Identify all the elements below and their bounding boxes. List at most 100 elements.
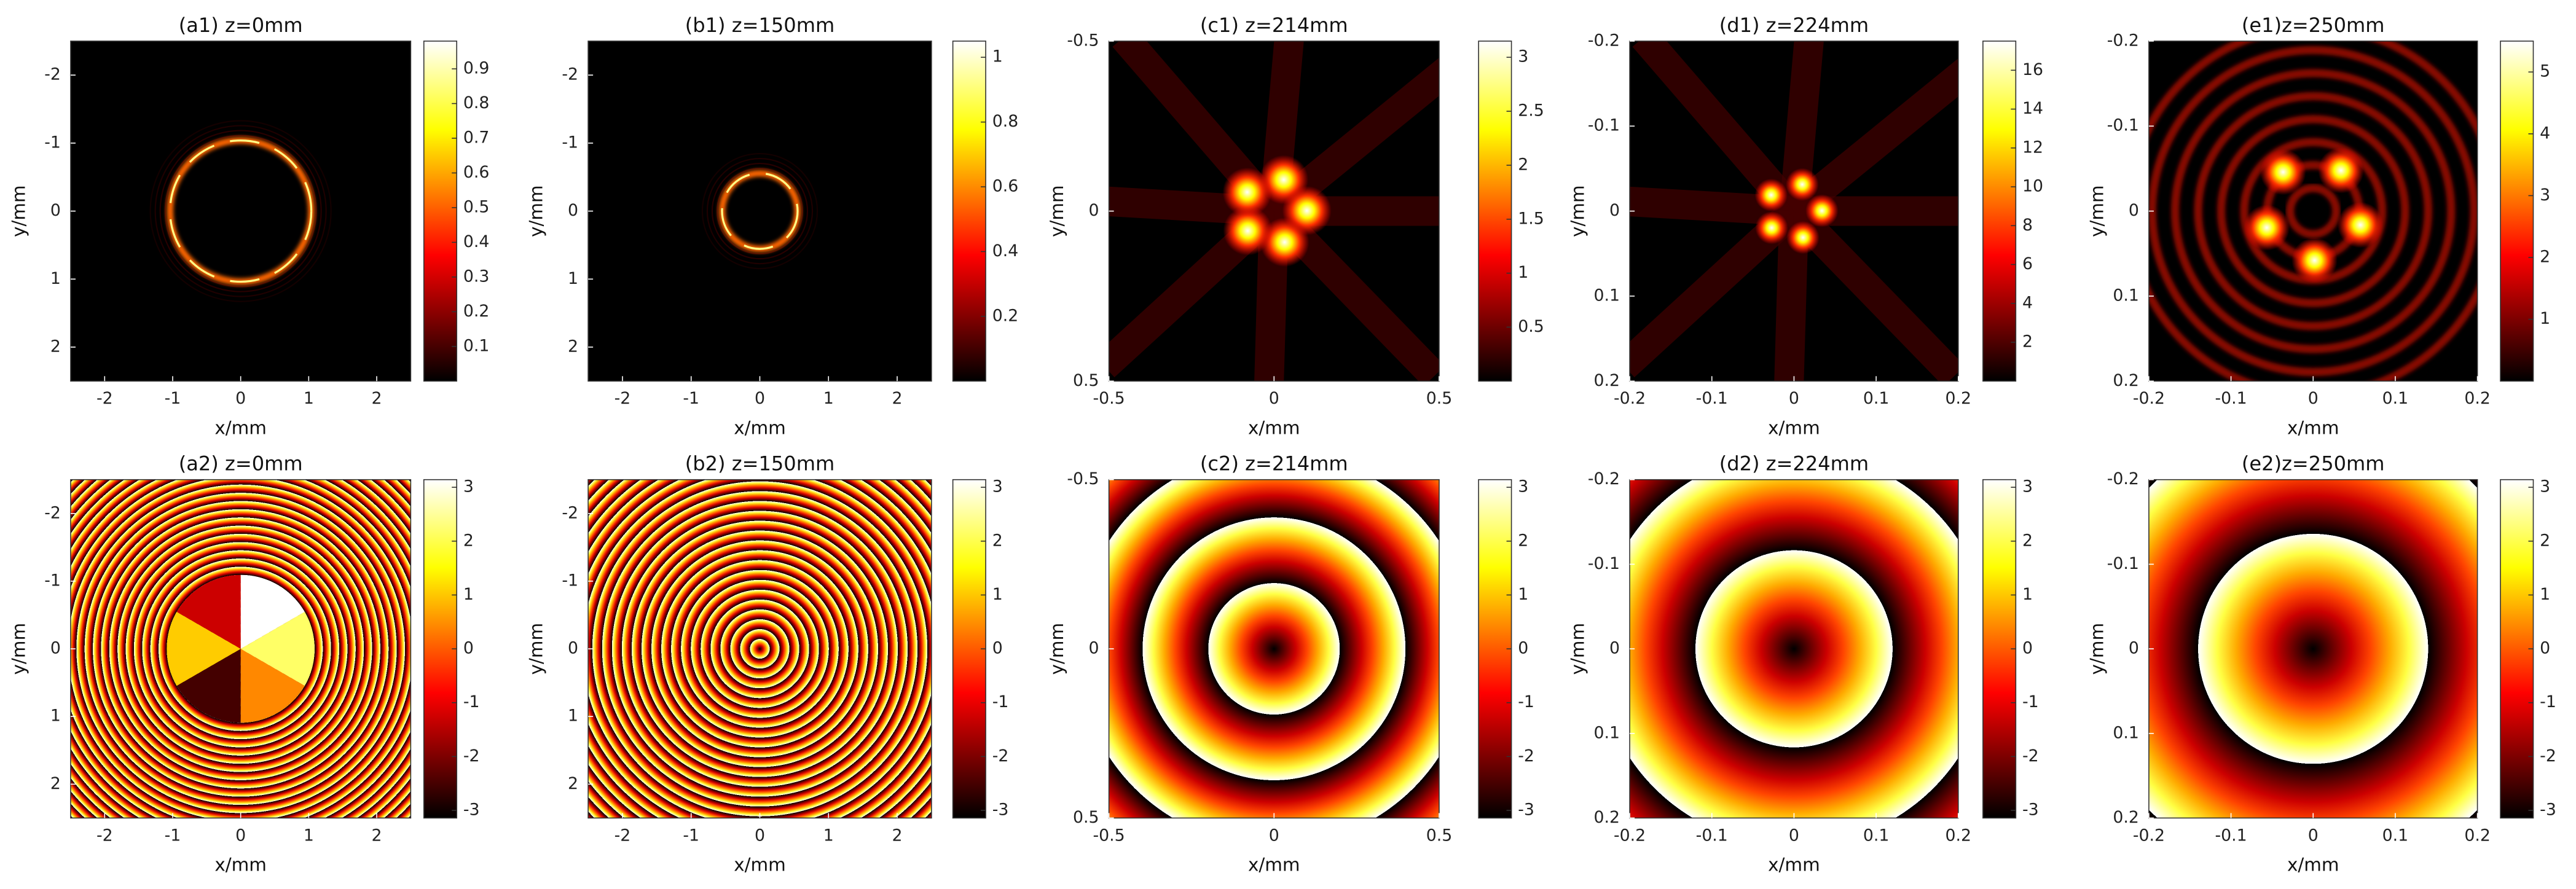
colorbar (1478, 41, 1512, 382)
phase-wedge (240, 611, 315, 686)
x-tick-label: 1 (823, 826, 834, 845)
x-tick-label: -2 (615, 826, 631, 845)
colorbar-tick-label: 2 (2540, 531, 2550, 550)
panel: -0.2 -0.1 0 0.1 0.2-0.2-0.100.10.2(e1)z=250m… (2087, 14, 2551, 439)
panel: -2 -1 0 1 2 -2 -1 0 1 2 (a2) z=0mm x/mm y/mm -3 -2 -1 0 1… (9, 452, 480, 875)
colorbar-tick-label: -1 (2540, 692, 2556, 711)
x-axis-label: x/mm (1768, 854, 1820, 875)
colorbar-tick-label: 1 (2540, 309, 2550, 328)
y-axis-label: y/mm (1568, 623, 1588, 675)
x-tick-label: 0.1 (1863, 389, 1890, 408)
x-tick-label: 0.1 (2382, 389, 2409, 408)
y-tick-label: -0.1 (2107, 554, 2139, 573)
x-axis-label: x/mm (1248, 854, 1300, 875)
x-tick-label: 2 (892, 389, 902, 408)
y-tick-label: 0.2 (2113, 808, 2139, 827)
x-axis-label: x/mm (734, 417, 786, 438)
phase-field (588, 479, 932, 818)
colorbar-tick-label: 1 (992, 585, 1003, 604)
colorbar-tick-label: 2.5 (1518, 101, 1544, 120)
x-axis-label: x/mm (1248, 417, 1300, 438)
background-ring (2217, 115, 2409, 307)
colorbar (423, 41, 458, 382)
colorbar-tick-label: -1 (1518, 692, 1534, 711)
diffraction-ring (159, 130, 322, 292)
colorbar-tick-label: 0.5 (463, 197, 489, 216)
x-tick-label: 0 (1269, 389, 1279, 408)
intensity-lobe (2337, 202, 2384, 248)
intensity-lobe (1786, 221, 1820, 254)
x-tick-label: 0.5 (1426, 389, 1453, 408)
colorbar-tick-label: 2 (2022, 531, 2033, 550)
panel-title: (a2) z=0mm (179, 452, 303, 476)
colorbar-tick-label: -3 (2022, 801, 2039, 820)
colorbar-tick-label: 0.2 (463, 302, 489, 321)
panel-title: (e1)z=250mm (2242, 14, 2385, 37)
y-tick-label: -2 (44, 503, 61, 522)
colorbar-tick-label: 6 (2022, 254, 2033, 273)
x-axis-label: x/mm (1768, 417, 1820, 438)
y-axis-label: y/mm (2087, 185, 2108, 237)
panel: -0.5 0 0.5-0.500.5(c1) z=214mmx/mmy/mm0.51… (1046, 14, 1544, 439)
intensity-lobe (2244, 205, 2290, 251)
intensity-lobe (1223, 206, 1273, 256)
colorbar-tick-label: -3 (992, 801, 1009, 820)
intensity-lobe (1805, 194, 1839, 227)
y-tick-label: -2 (562, 65, 578, 84)
panel-title: (a1) z=0mm (179, 14, 303, 37)
heatmap (70, 41, 411, 382)
x-tick-label: -0.2 (1614, 826, 1646, 845)
x-axis-label: x/mm (2287, 417, 2339, 438)
x-tick-label: 0.1 (2382, 826, 2409, 845)
colorbar (2500, 479, 2534, 819)
panel-title: (d1) z=224mm (1719, 14, 1869, 37)
y-tick-label: -1 (562, 571, 578, 590)
y-axis-label: y/mm (9, 185, 29, 237)
colorbar-tick-label: 3 (1518, 477, 1528, 496)
y-tick-label: -0.2 (1588, 469, 1620, 488)
x-tick-label: 0.1 (1863, 826, 1890, 845)
intensity-lobe (2260, 149, 2306, 195)
colorbar (2500, 41, 2534, 382)
colorbar-tick-label: 4 (2022, 293, 2033, 312)
colorbar-tick-label: 0.4 (463, 232, 489, 251)
colorbar-tick-label: 0.1 (463, 336, 489, 355)
colorbar (1982, 41, 2017, 382)
x-tick-label: 0 (755, 389, 765, 408)
phase-field (1630, 479, 1958, 818)
colorbar-tick-label: -1 (992, 692, 1009, 711)
x-tick-label: -1 (165, 826, 181, 845)
panel: -2 -1 0 1 2 -2 -1 0 1 2 (b2) z=150mm x/mm y/mm -3 -2 -1… (526, 452, 1009, 875)
x-tick-label: 0 (1269, 826, 1279, 845)
background-ring (2286, 184, 2341, 238)
y-tick-label: -1 (562, 133, 578, 152)
panel: -0.2 -0.1 0 0.1 0.2-0.2-0.100.10.2(e2)z=250m… (2087, 452, 2556, 875)
y-tick-label: 2 (568, 774, 578, 793)
phase-wedge (240, 649, 305, 723)
intensity-lobe (2291, 237, 2338, 284)
x-tick-label: -2 (96, 389, 113, 408)
y-tick-label: 1 (50, 707, 61, 726)
heatmap (1109, 479, 1439, 818)
y-tick-label: 0.2 (1594, 808, 1620, 827)
panel: -0.5 0 0.5-0.500.5(c2) z=214mmx/mmy/mm-3-2… (1046, 452, 1534, 875)
panel-title: (b2) z=150mm (685, 452, 834, 476)
y-tick-label: -2 (44, 65, 61, 84)
y-tick-label: 0 (1089, 639, 1099, 658)
x-tick-label: -2 (96, 826, 113, 845)
colorbar-tick-label: 0 (1518, 639, 1528, 658)
y-tick-label: 2 (50, 774, 61, 793)
colorbar-tick-label: 0.5 (1518, 317, 1544, 336)
y-tick-label: 0 (1609, 639, 1620, 658)
y-tick-label: -2 (562, 503, 578, 522)
phase-wedge (176, 649, 241, 723)
panel-title: (c2) z=214mm (1200, 452, 1348, 476)
colorbar-tick-label: 0.4 (992, 241, 1019, 260)
y-axis-label: y/mm (2087, 623, 2108, 675)
heatmap (70, 479, 411, 818)
x-tick-label: -0.1 (2215, 826, 2247, 845)
y-tick-label: -0.2 (1588, 31, 1620, 50)
y-axis-label: y/mm (526, 185, 547, 237)
y-tick-label: 0.1 (2113, 723, 2139, 742)
